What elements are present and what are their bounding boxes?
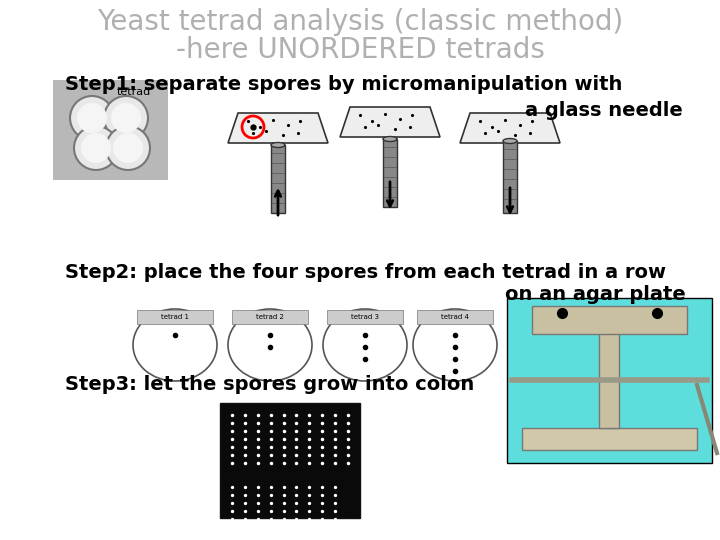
Text: Step1: separate spores by micromanipulation with: Step1: separate spores by micromanipulat… xyxy=(65,76,622,94)
Bar xyxy=(220,403,360,518)
Ellipse shape xyxy=(383,137,397,141)
Text: tetrad 2: tetrad 2 xyxy=(256,314,284,320)
Bar xyxy=(503,141,517,213)
Bar xyxy=(417,310,493,324)
Bar xyxy=(507,298,712,463)
Circle shape xyxy=(74,126,118,170)
Text: Step3: let the spores grow into colon: Step3: let the spores grow into colon xyxy=(65,375,474,395)
Text: tetrad: tetrad xyxy=(117,87,151,97)
Polygon shape xyxy=(340,107,440,137)
Circle shape xyxy=(113,133,143,163)
Bar xyxy=(383,139,397,207)
Bar xyxy=(137,310,213,324)
Bar xyxy=(327,310,403,324)
Circle shape xyxy=(81,133,111,163)
Polygon shape xyxy=(460,113,560,143)
Circle shape xyxy=(70,96,114,140)
Bar xyxy=(53,80,168,180)
Text: tetrad 3: tetrad 3 xyxy=(351,314,379,320)
Bar xyxy=(271,145,285,213)
Bar xyxy=(232,310,308,324)
Text: on an agar plate: on an agar plate xyxy=(505,285,685,303)
Text: tetrad 4: tetrad 4 xyxy=(441,314,469,320)
Text: a glass needle: a glass needle xyxy=(525,100,683,119)
Polygon shape xyxy=(228,113,328,143)
Text: Yeast tetrad analysis (classic method): Yeast tetrad analysis (classic method) xyxy=(97,8,623,36)
Ellipse shape xyxy=(133,309,217,381)
Ellipse shape xyxy=(413,309,497,381)
Circle shape xyxy=(106,126,150,170)
Text: tetrad 1: tetrad 1 xyxy=(161,314,189,320)
Text: Step2: place the four spores from each tetrad in a row: Step2: place the four spores from each t… xyxy=(65,262,666,281)
Circle shape xyxy=(77,103,107,133)
Bar xyxy=(522,428,697,450)
Text: -here UNORDERED tetrads: -here UNORDERED tetrads xyxy=(176,36,544,64)
Ellipse shape xyxy=(323,309,407,381)
Ellipse shape xyxy=(503,138,517,144)
Circle shape xyxy=(111,103,141,133)
Circle shape xyxy=(104,96,148,140)
Ellipse shape xyxy=(228,309,312,381)
Ellipse shape xyxy=(271,143,285,147)
Bar xyxy=(532,306,687,334)
Bar xyxy=(599,318,619,428)
